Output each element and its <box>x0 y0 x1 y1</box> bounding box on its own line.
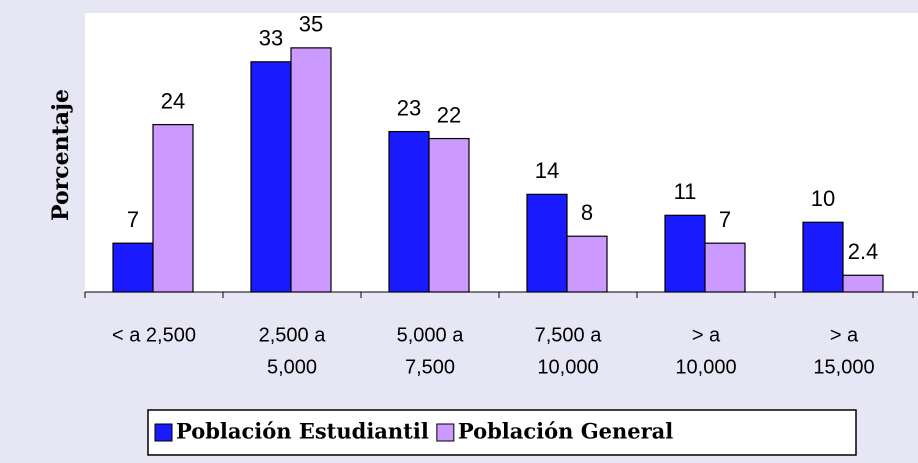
data-label: 7 <box>127 207 139 232</box>
bar <box>428 137 470 293</box>
y-axis-label: Porcentaje <box>48 89 74 221</box>
legend-swatch <box>154 423 173 442</box>
legend-label: Población General <box>458 419 673 444</box>
data-label: 10 <box>811 186 835 211</box>
bar <box>566 235 608 293</box>
bar <box>802 221 844 293</box>
x-tick-label: 7,500 <box>405 356 455 378</box>
x-tick-label: < a 2,500 <box>112 324 196 346</box>
bar <box>290 47 332 293</box>
bar <box>112 242 154 293</box>
data-label: 35 <box>299 12 323 37</box>
data-label: 24 <box>161 88 185 113</box>
legend <box>147 409 857 456</box>
bar <box>664 214 706 293</box>
data-label: 7 <box>719 207 731 232</box>
bar <box>704 242 746 293</box>
x-tick-label: 10,000 <box>675 356 736 378</box>
plot-area <box>85 13 918 292</box>
x-tick-label: 7,500 a <box>535 324 603 346</box>
data-label: 8 <box>581 200 593 225</box>
legend-label: Población Estudiantil <box>176 419 429 444</box>
bar <box>842 274 884 293</box>
legend-swatch <box>436 423 455 442</box>
x-tick-label: 5,000 a <box>397 324 465 346</box>
data-label: 22 <box>437 102 461 127</box>
x-tick-label: 15,000 <box>813 356 874 378</box>
data-label: 33 <box>259 26 283 51</box>
data-label: 14 <box>535 158 559 183</box>
x-tick-label: > a <box>692 324 721 346</box>
data-label: 11 <box>674 179 697 204</box>
bar <box>250 61 292 293</box>
x-tick-label: 10,000 <box>537 356 598 378</box>
bar <box>388 130 430 293</box>
data-label: 23 <box>397 95 421 120</box>
data-label: 2.4 <box>848 239 879 264</box>
x-tick-label: > a <box>830 324 859 346</box>
bar <box>152 123 194 293</box>
bar <box>526 193 568 293</box>
x-tick-label: 2,500 a <box>259 324 327 346</box>
x-tick-label: 5,000 <box>267 356 317 378</box>
